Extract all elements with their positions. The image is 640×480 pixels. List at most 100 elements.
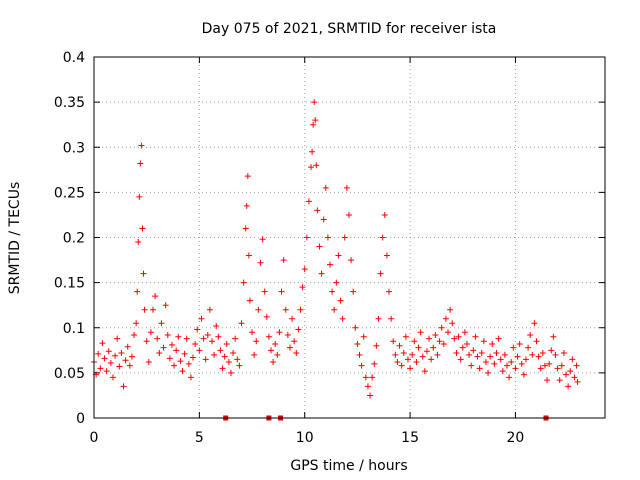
data-point [451, 335, 458, 342]
y-tick-label: 0.4 [63, 50, 85, 66]
data-point [175, 333, 182, 340]
data-point [206, 306, 213, 313]
data-point [213, 322, 220, 329]
data-point [154, 335, 161, 342]
data-point [246, 297, 253, 304]
data-point [497, 356, 504, 363]
data-point [211, 351, 218, 358]
data-point [177, 358, 184, 365]
data-point [136, 193, 143, 200]
data-point [286, 344, 293, 351]
y-tick-label: 0.35 [54, 95, 85, 111]
data-point [510, 344, 517, 351]
data-point [150, 306, 157, 313]
data-point [571, 374, 578, 381]
data-point [541, 362, 548, 369]
data-point [327, 261, 334, 268]
data-point [234, 356, 241, 363]
chart-title: Day 075 of 2021, SRMTID for receiver ist… [202, 21, 497, 37]
data-point [282, 306, 289, 313]
x-tick-label: 0 [90, 430, 99, 446]
data-point [386, 288, 393, 295]
data-point [508, 359, 515, 366]
data-point [308, 164, 315, 171]
data-point [107, 359, 114, 366]
data-point [171, 362, 178, 369]
data-point [314, 207, 321, 214]
data-point [506, 374, 513, 381]
data-point [569, 356, 576, 363]
data-point [232, 335, 239, 342]
data-point [563, 371, 570, 378]
data-point [516, 340, 523, 347]
data-point [291, 338, 298, 345]
data-point [209, 338, 216, 345]
data-point [377, 270, 384, 277]
data-point [493, 350, 500, 357]
data-point [156, 350, 163, 357]
data-point [474, 353, 481, 360]
data-point [116, 363, 123, 370]
data-point [504, 362, 511, 369]
data-point [535, 353, 542, 360]
data-point [301, 266, 308, 273]
data-point [141, 306, 148, 313]
data-point [230, 350, 237, 357]
data-point [152, 293, 159, 300]
data-point [126, 362, 133, 369]
data-point [512, 365, 519, 372]
data-point [137, 160, 144, 167]
data-point [423, 348, 430, 355]
data-point [480, 338, 487, 345]
x-tick-label: 20 [507, 430, 525, 446]
data-point [388, 315, 395, 322]
data-point [311, 99, 318, 106]
data-point [293, 350, 300, 357]
data-point [333, 279, 340, 286]
data-point [574, 378, 581, 385]
data-point [491, 360, 498, 367]
data-point [470, 347, 477, 354]
data-point [537, 365, 544, 372]
data-point [310, 121, 317, 128]
data-point [120, 383, 127, 390]
data-point [179, 368, 186, 375]
data-point [419, 353, 426, 360]
data-point [434, 351, 441, 358]
data-point [499, 368, 506, 375]
data-point [190, 354, 197, 361]
y-tick-label: 0.2 [63, 231, 85, 247]
data-point [459, 344, 466, 351]
data-point [236, 362, 243, 369]
data-point [544, 377, 551, 384]
data-point [255, 306, 262, 313]
data-point [289, 315, 296, 322]
grid [94, 57, 605, 418]
data-point [421, 368, 428, 375]
data-point [440, 340, 447, 347]
data-point [531, 320, 538, 327]
data-point [280, 257, 287, 264]
data-point [552, 351, 559, 358]
data-point [242, 225, 249, 232]
y-tick-label: 0.15 [54, 276, 85, 292]
data-point [546, 360, 553, 367]
data-point [468, 362, 475, 369]
data-point [369, 374, 376, 381]
data-point [240, 279, 247, 286]
data-point [284, 331, 291, 338]
data-point [173, 347, 180, 354]
data-point [329, 288, 336, 295]
data-point [356, 351, 363, 358]
data-point [320, 216, 327, 223]
data-point [295, 326, 302, 333]
data-point [324, 234, 331, 241]
data-point [245, 252, 252, 259]
data-point [200, 335, 207, 342]
data-point [426, 335, 433, 342]
data-point [124, 343, 131, 350]
data-point [105, 348, 112, 355]
data-point [487, 353, 494, 360]
data-point [134, 288, 141, 295]
